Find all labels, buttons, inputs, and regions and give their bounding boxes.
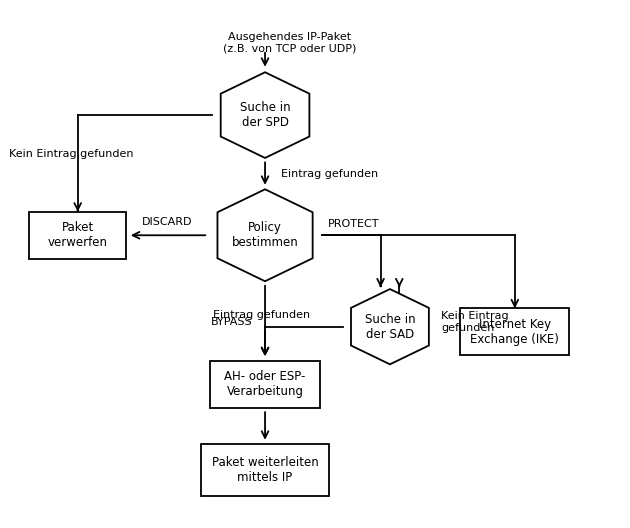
Text: Eintrag gefunden: Eintrag gefunden: [280, 168, 378, 178]
FancyBboxPatch shape: [30, 212, 126, 259]
Text: DISCARD: DISCARD: [142, 218, 192, 228]
Text: AH- oder ESP-
Verarbeitung: AH- oder ESP- Verarbeitung: [224, 370, 306, 398]
Polygon shape: [217, 190, 312, 281]
Polygon shape: [220, 72, 309, 158]
Text: Internet Key
Exchange (IKE): Internet Key Exchange (IKE): [471, 318, 559, 346]
FancyBboxPatch shape: [460, 308, 570, 355]
Text: Eintrag gefunden: Eintrag gefunden: [213, 310, 311, 320]
Text: Paket weiterleiten
mittels IP: Paket weiterleiten mittels IP: [212, 456, 318, 484]
Text: Paket
verwerfen: Paket verwerfen: [48, 221, 108, 249]
Text: Suche in
der SPD: Suche in der SPD: [240, 101, 290, 129]
FancyBboxPatch shape: [210, 361, 319, 408]
Text: PROTECT: PROTECT: [328, 219, 380, 229]
Text: BYPASS: BYPASS: [211, 317, 253, 327]
Text: Suche in
der SAD: Suche in der SAD: [365, 313, 415, 341]
FancyBboxPatch shape: [201, 444, 329, 496]
Text: Kein Eintrag
gefunden: Kein Eintrag gefunden: [441, 311, 509, 333]
Text: Policy
bestimmen: Policy bestimmen: [232, 221, 299, 249]
Text: Ausgehendes IP-Paket
(z.B. von TCP oder UDP): Ausgehendes IP-Paket (z.B. von TCP oder …: [223, 32, 357, 53]
Text: Kein Eintrag gefunden: Kein Eintrag gefunden: [9, 149, 134, 159]
Polygon shape: [351, 289, 429, 364]
